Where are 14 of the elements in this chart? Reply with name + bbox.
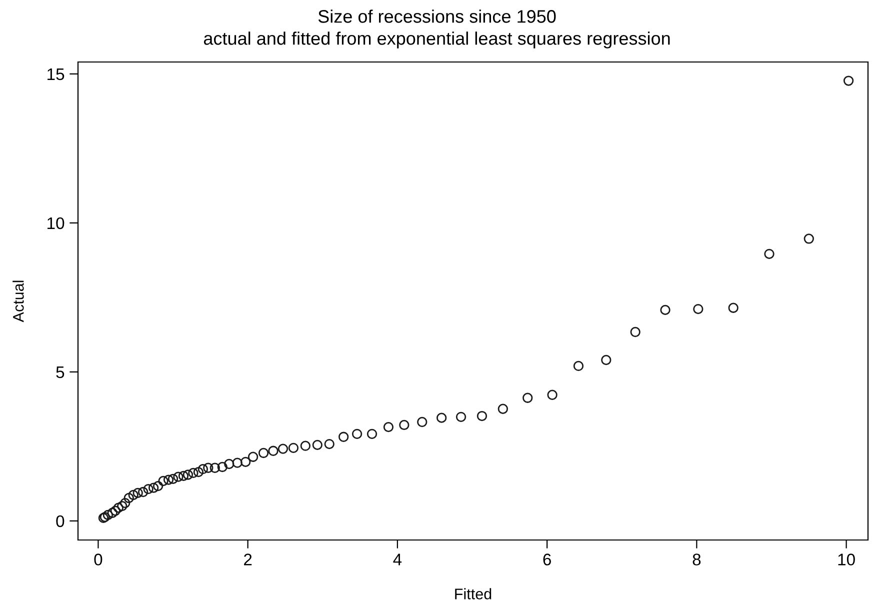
y-tick-label: 10	[48, 217, 64, 230]
x-tick-label: 0	[94, 554, 102, 566]
y-tick-label: 0	[56, 515, 64, 528]
x-axis-title: Fitted	[455, 588, 492, 600]
x-tick-label: 8	[692, 554, 701, 566]
x-tick-label: 6	[543, 554, 551, 566]
x-tick-label: 4	[393, 554, 402, 566]
x-tick-label: 2	[244, 554, 252, 566]
chart-subtitle: actual and fitted from exponential least squares regression	[204, 32, 670, 48]
chart-title: Size of recessions since 1950	[318, 10, 556, 23]
y-axis-title: Actual	[12, 280, 24, 322]
y-tick-label: 5	[56, 366, 64, 378]
x-tick-label: 10	[838, 554, 855, 566]
y-tick-label: 15	[48, 68, 64, 80]
